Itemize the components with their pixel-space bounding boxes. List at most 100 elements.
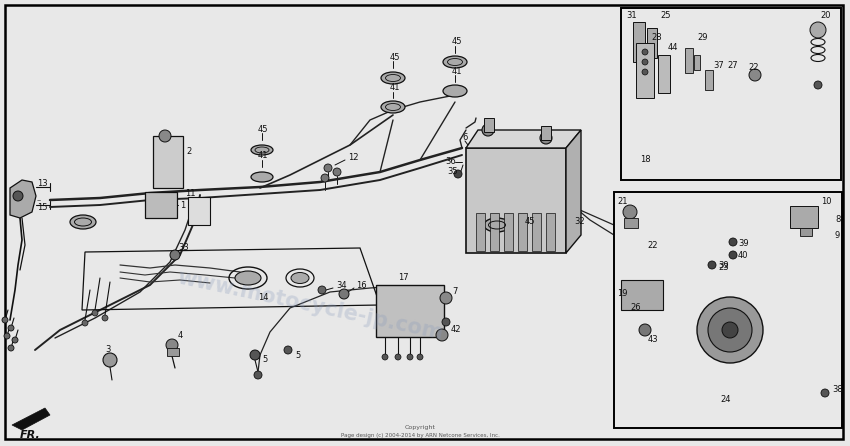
Text: 21: 21: [617, 198, 627, 206]
Circle shape: [708, 261, 716, 269]
Text: 38: 38: [832, 385, 842, 395]
Circle shape: [749, 69, 761, 81]
Bar: [658, 55, 670, 93]
Ellipse shape: [381, 101, 405, 113]
Circle shape: [436, 329, 448, 341]
Text: 39: 39: [718, 260, 728, 269]
Bar: [624, 218, 638, 228]
Polygon shape: [10, 180, 36, 218]
Circle shape: [642, 59, 648, 65]
Text: 15: 15: [37, 203, 48, 212]
Text: 43: 43: [648, 335, 659, 344]
Circle shape: [284, 346, 292, 354]
Ellipse shape: [443, 56, 467, 68]
Text: 19: 19: [617, 289, 627, 297]
Text: 24: 24: [720, 396, 730, 405]
Circle shape: [159, 130, 171, 142]
Text: 13: 13: [37, 178, 48, 187]
Bar: [633, 22, 645, 62]
Bar: [167, 348, 179, 356]
Ellipse shape: [381, 72, 405, 84]
Bar: [532, 213, 541, 251]
Circle shape: [642, 49, 648, 55]
Text: 8: 8: [835, 215, 841, 224]
Circle shape: [708, 308, 752, 352]
Ellipse shape: [70, 215, 96, 229]
Text: 26: 26: [630, 303, 641, 313]
Bar: [484, 118, 494, 132]
Circle shape: [639, 324, 651, 336]
Circle shape: [4, 333, 10, 339]
Bar: [145, 192, 177, 218]
Text: 3: 3: [105, 346, 111, 355]
Bar: [800, 228, 812, 236]
Text: 41: 41: [258, 150, 269, 160]
Bar: [504, 213, 513, 251]
Text: 41: 41: [452, 67, 462, 77]
Text: 11: 11: [185, 189, 196, 198]
Circle shape: [407, 354, 413, 360]
Circle shape: [324, 164, 332, 172]
Text: 37: 37: [713, 61, 723, 70]
Circle shape: [540, 132, 552, 144]
Text: 22: 22: [748, 63, 758, 73]
Text: 35: 35: [447, 168, 457, 177]
Bar: [546, 213, 555, 251]
Bar: [621, 280, 663, 310]
Circle shape: [92, 310, 98, 316]
Text: 4: 4: [178, 330, 184, 339]
Circle shape: [454, 170, 462, 178]
Text: 14: 14: [258, 293, 269, 302]
Text: 27: 27: [727, 61, 738, 70]
Text: 5: 5: [262, 355, 267, 364]
Text: 45: 45: [390, 54, 400, 62]
Circle shape: [82, 320, 88, 326]
Circle shape: [623, 205, 637, 219]
Ellipse shape: [235, 271, 261, 285]
Circle shape: [729, 251, 737, 259]
Polygon shape: [466, 130, 581, 148]
Ellipse shape: [251, 172, 273, 182]
Polygon shape: [566, 130, 581, 253]
Text: www.motocycle-jp.com: www.motocycle-jp.com: [175, 267, 445, 343]
Circle shape: [13, 191, 23, 201]
Circle shape: [382, 354, 388, 360]
Circle shape: [417, 354, 423, 360]
Text: 45: 45: [452, 37, 462, 46]
Text: 45: 45: [258, 125, 269, 135]
Circle shape: [103, 353, 117, 367]
Ellipse shape: [443, 85, 467, 97]
Circle shape: [482, 124, 494, 136]
Bar: [647, 28, 657, 58]
Bar: [705, 70, 713, 90]
Text: 2: 2: [186, 148, 191, 157]
Text: 12: 12: [348, 153, 359, 162]
Circle shape: [442, 318, 450, 326]
Circle shape: [821, 389, 829, 397]
Text: 18: 18: [640, 156, 650, 165]
Bar: [153, 136, 183, 188]
Text: 40: 40: [738, 251, 749, 260]
Bar: [685, 48, 693, 73]
Ellipse shape: [484, 218, 510, 232]
Circle shape: [170, 250, 180, 260]
Text: 10: 10: [821, 198, 831, 206]
Text: 29: 29: [697, 33, 707, 42]
Bar: [490, 213, 499, 251]
Text: 23: 23: [718, 264, 728, 273]
Text: 41: 41: [390, 83, 400, 92]
Text: 44: 44: [668, 44, 678, 53]
Text: 7: 7: [452, 288, 457, 297]
Circle shape: [8, 325, 14, 331]
Polygon shape: [12, 408, 50, 430]
Text: 28: 28: [651, 33, 661, 42]
Text: 9: 9: [835, 231, 841, 240]
Circle shape: [254, 371, 262, 379]
Text: 17: 17: [398, 273, 409, 282]
Circle shape: [166, 339, 178, 351]
Circle shape: [810, 22, 826, 38]
Text: 33: 33: [178, 244, 189, 252]
Circle shape: [333, 168, 341, 176]
Circle shape: [814, 81, 822, 89]
Bar: [476, 213, 485, 251]
